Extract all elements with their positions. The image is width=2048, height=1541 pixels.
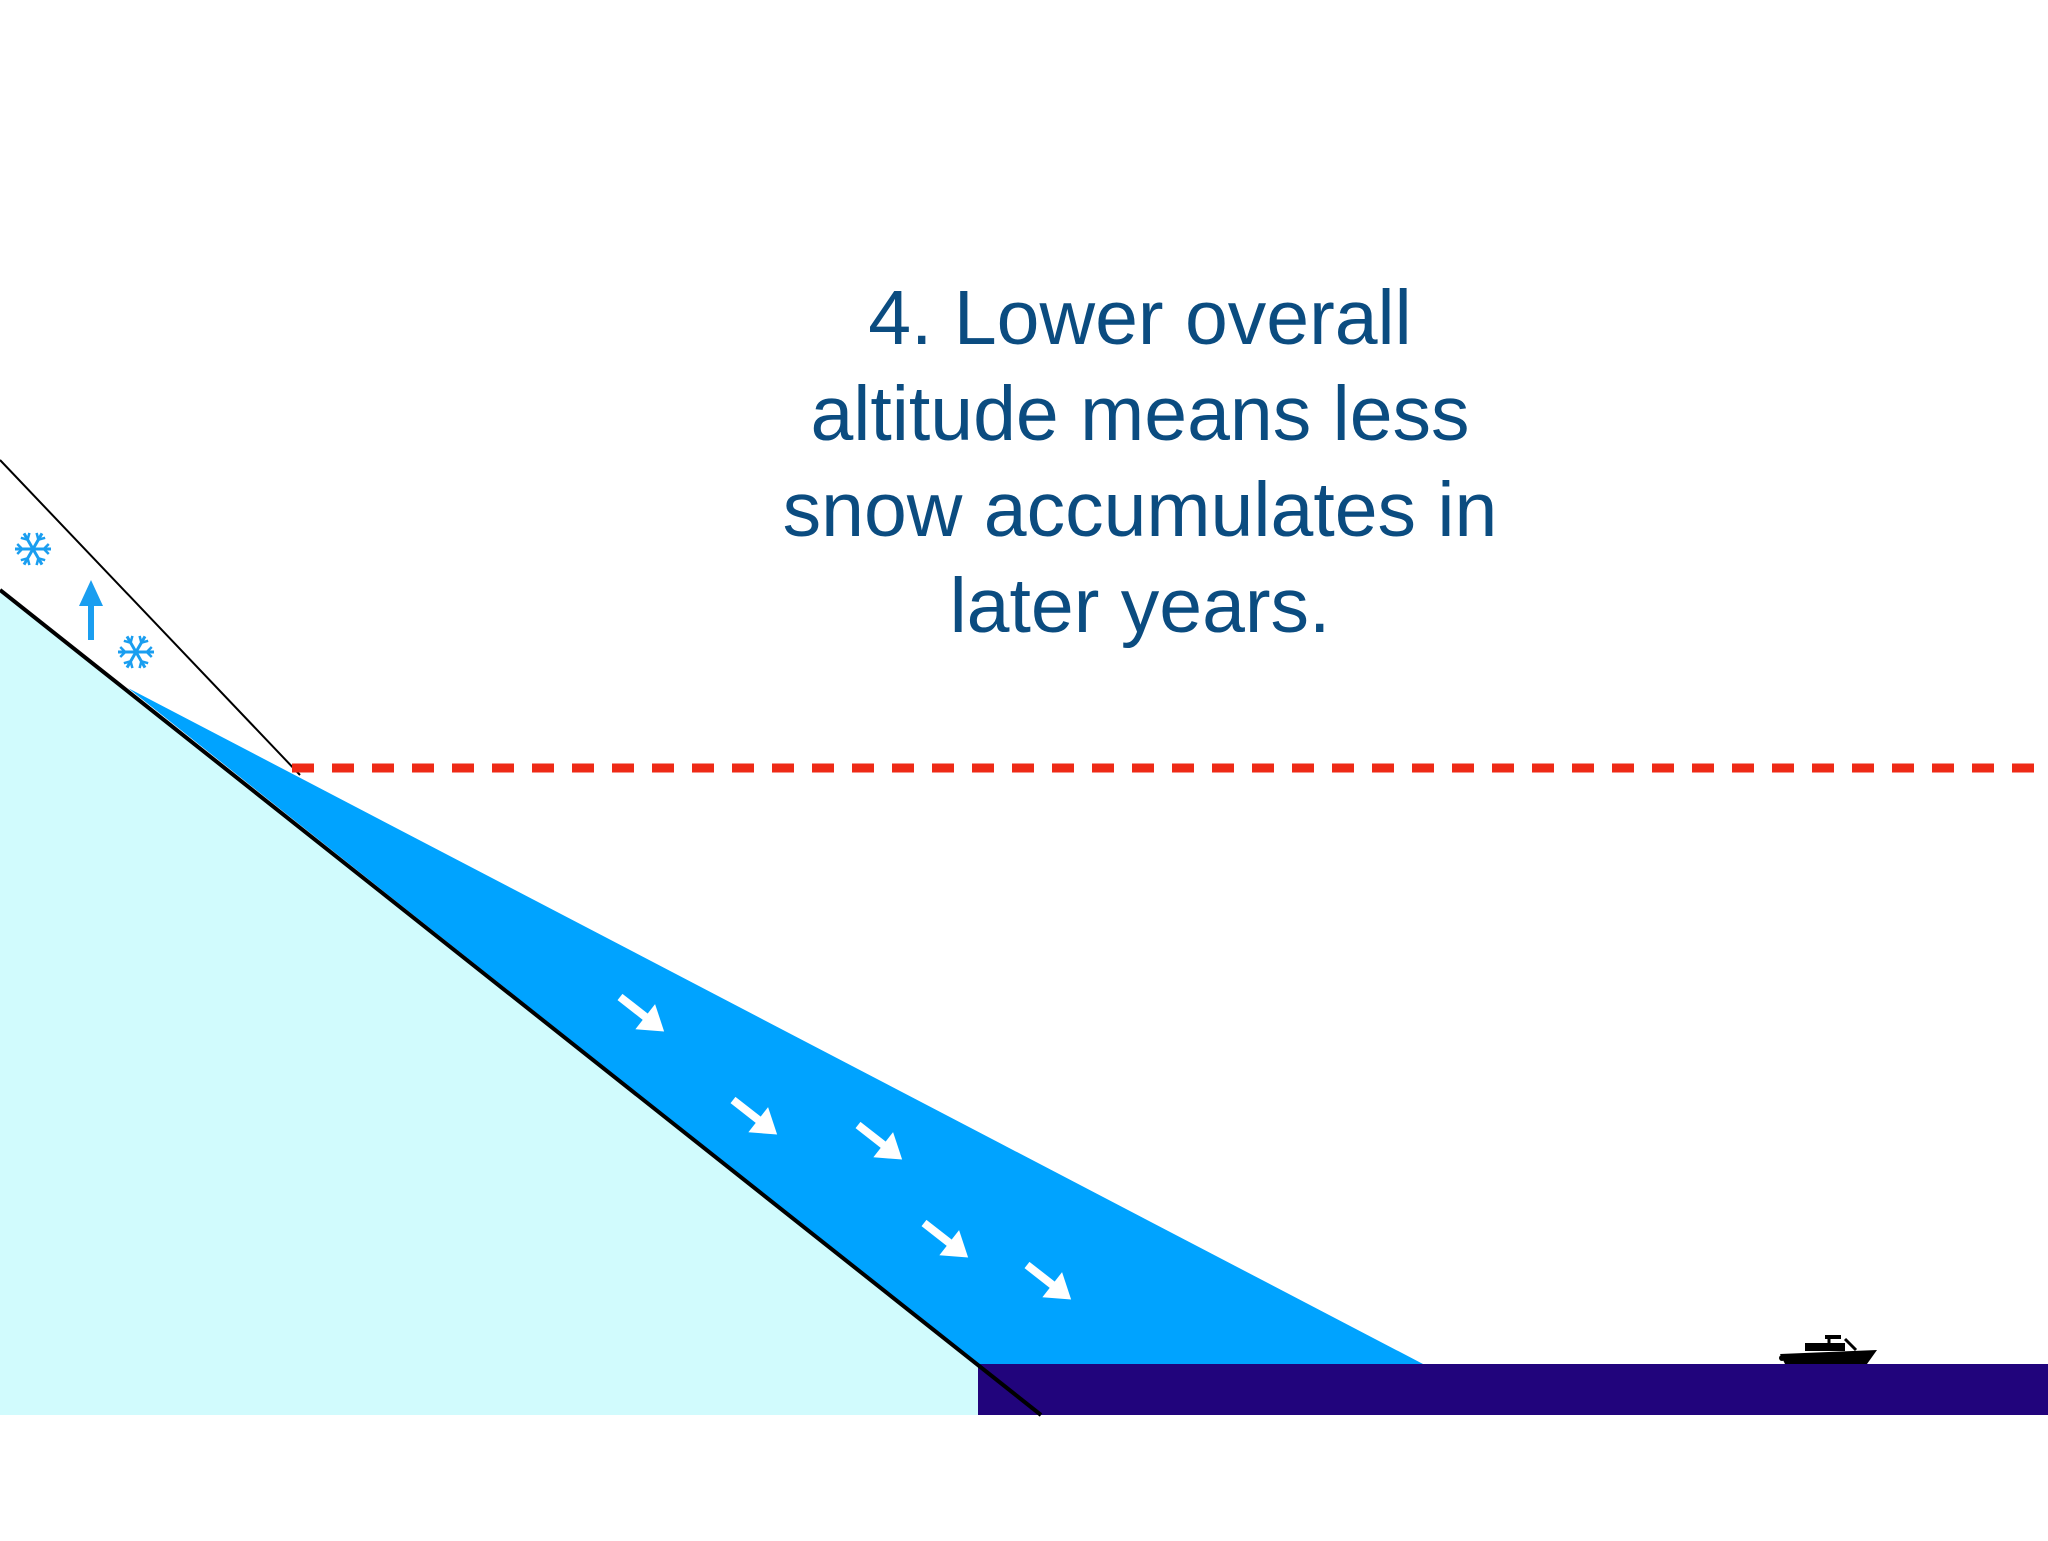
snowflake-branch <box>129 635 134 643</box>
snowflake-branch <box>141 639 149 644</box>
snowflake-arm <box>22 548 35 566</box>
ice-flow-arrows <box>617 993 1072 1300</box>
boat-cabin <box>1805 1343 1845 1351</box>
snowflake-branch <box>42 543 50 550</box>
caption-line: snow accumulates in <box>782 467 1498 553</box>
caption-line: later years. <box>949 563 1331 649</box>
up-arrow-icon <box>79 580 103 640</box>
ice-flow-arrow-head <box>635 1004 665 1032</box>
snowflake-branch <box>26 558 31 566</box>
snowflake-branch <box>26 532 31 540</box>
boat-windshield <box>1843 1337 1858 1352</box>
caption: 4. Lower overall altitude means less sno… <box>640 270 1640 654</box>
snowflake-icon <box>15 532 51 566</box>
boat-mast <box>1825 1335 1841 1339</box>
glacier <box>128 688 1423 1364</box>
snowflake-branch <box>138 635 143 643</box>
up-arrow-head <box>79 580 103 606</box>
snowflake-branch <box>42 548 50 555</box>
ice-flow-arrow-shaft <box>921 1219 955 1249</box>
snowflake-arm <box>31 548 44 566</box>
snowflake-branch <box>145 651 153 658</box>
snowflake-branch <box>35 558 40 566</box>
snowflake-arm <box>22 532 35 550</box>
snowflake-branch <box>123 639 131 644</box>
ice-flow-arrow <box>921 1219 969 1258</box>
ice-flow-arrow-shaft <box>855 1121 889 1151</box>
snowflake-branch <box>119 651 127 658</box>
snowflake-arm <box>31 532 44 550</box>
snowflake-branch <box>16 543 24 550</box>
snowflake-branch <box>20 557 28 562</box>
ice-flow-arrow-head <box>748 1107 778 1135</box>
snowflake-branch <box>141 660 149 665</box>
snowflake-branch <box>20 536 28 541</box>
snowflake-arm <box>125 651 138 669</box>
snowflake-arm <box>134 651 147 669</box>
snowflake-branch <box>129 661 134 669</box>
ice-flow-arrow-shaft <box>730 1096 764 1126</box>
ice-flow-arrow <box>730 1096 778 1135</box>
ice-flow-arrow-head <box>939 1230 969 1258</box>
boat-hull <box>1780 1350 1877 1364</box>
snowflake-branch <box>38 557 46 562</box>
boat-bow-fender <box>1779 1355 1785 1361</box>
snowflake-branch <box>145 646 153 653</box>
snowflake-arm <box>134 635 147 653</box>
caption-line: altitude means less <box>810 371 1470 457</box>
snowflake-branch <box>35 532 40 540</box>
ice-flow-arrow <box>855 1121 903 1160</box>
ice-flow-arrow <box>617 993 665 1032</box>
ice-flow-arrow <box>1024 1261 1072 1300</box>
snowflake-icon <box>118 635 154 669</box>
ice-flow-arrow-shaft <box>1024 1261 1058 1291</box>
caption-line: 4. Lower overall <box>868 275 1412 361</box>
boat-icon <box>1779 1335 1877 1364</box>
sea <box>978 1364 2048 1415</box>
snowflake-branch <box>138 661 143 669</box>
snowflake-branch <box>38 536 46 541</box>
mountain-outline <box>0 588 1043 1417</box>
former-glacier-surface-line <box>0 459 301 776</box>
snowflake-branch <box>123 660 131 665</box>
ice-flow-arrow-head <box>873 1132 903 1160</box>
ice-flow-arrow-shaft <box>617 993 651 1023</box>
snowflake-branch <box>16 548 24 555</box>
snowflake-arm <box>125 635 138 653</box>
snowflake-branch <box>119 646 127 653</box>
ice-flow-arrow-head <box>1042 1272 1072 1300</box>
